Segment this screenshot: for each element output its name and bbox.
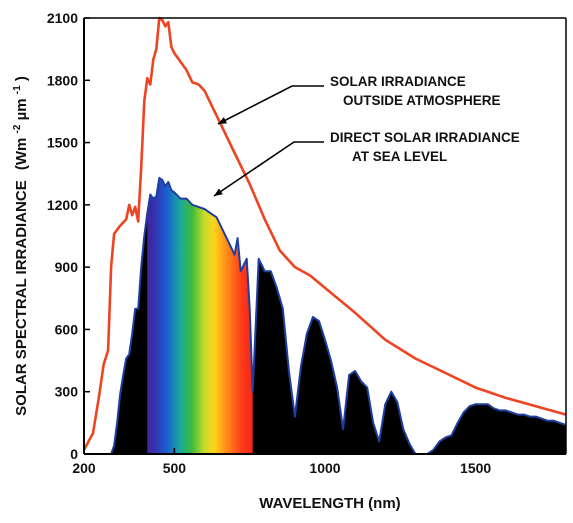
y-axis-unit-exp1: -2 — [12, 124, 23, 133]
x-tick-label: 500 — [163, 460, 187, 476]
sea-level-area-layer — [110, 176, 567, 455]
y-tick-label: 600 — [55, 321, 79, 337]
annotation-outside-line2: OUTSIDE ATMOSPHERE — [343, 93, 501, 108]
annotations: SOLAR IRRADIANCE OUTSIDE ATMOSPHERE DIRECT… — [213, 74, 520, 197]
x-axis-title: WAVELENGTH (nm) — [259, 495, 400, 512]
y-axis-title: SOLAR SPECTRAL IRRADIANCE (Wm -2 µm -1 ) — [7, 76, 30, 416]
annotation-sea-line1: DIRECT SOLAR IRRADIANCE — [330, 130, 520, 145]
y-axis-unit-suffix: ) — [13, 76, 30, 81]
y-tick-label: 0 — [70, 446, 78, 462]
x-tick-label: 200 — [72, 460, 96, 476]
outside-atmosphere-line — [82, 16, 567, 451]
y-tick-label: 900 — [55, 259, 79, 275]
arrow-outside-head — [218, 117, 227, 124]
annotation-outside-line1: SOLAR IRRADIANCE — [330, 74, 466, 89]
outside-atmosphere-line-layer — [82, 16, 567, 451]
y-axis-title-main: SOLAR SPECTRAL IRRADIANCE — [13, 180, 30, 416]
arrow-outside-line — [217, 85, 324, 125]
arrow-sea-head — [214, 188, 223, 196]
annotation-sea-line2: AT SEA LEVEL — [352, 149, 447, 164]
x-tick-label: 1500 — [460, 460, 491, 476]
y-axis-unit-prefix: (Wm — [13, 138, 30, 171]
y-tick-label: 1200 — [47, 197, 78, 213]
x-tick-label: 1000 — [309, 460, 340, 476]
visible-spectrum-band — [147, 177, 253, 454]
axis-ticks: 0 300 600 900 1200 1500 1800 2100 200 500 1000 1500 — [47, 10, 492, 476]
y-axis-unit-mid: µm — [13, 98, 30, 120]
y-tick-label: 1800 — [47, 72, 78, 88]
y-axis-unit-exp2: -1 — [12, 85, 23, 94]
y-tick-label: 300 — [55, 384, 79, 400]
y-tick-label: 2100 — [47, 10, 78, 26]
arrow-sea-line — [213, 141, 324, 197]
y-tick-label: 1500 — [47, 135, 78, 151]
sea-level-edge — [110, 176, 567, 455]
